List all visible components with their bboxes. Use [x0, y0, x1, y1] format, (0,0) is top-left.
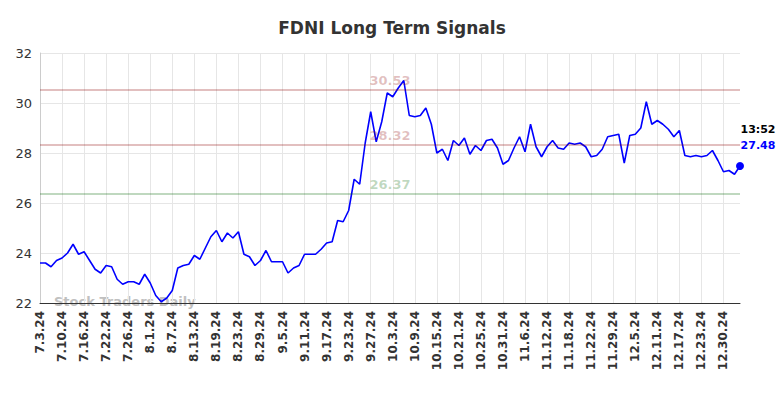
svg-text:28.32: 28.32	[369, 128, 410, 143]
svg-text:24: 24	[15, 246, 32, 261]
svg-text:10.9.24: 10.9.24	[408, 311, 422, 362]
svg-text:11.22.24: 11.22.24	[584, 311, 598, 370]
svg-text:10.3.24: 10.3.24	[386, 311, 400, 362]
svg-text:12.5.24: 12.5.24	[628, 311, 642, 362]
svg-text:10.15.24: 10.15.24	[430, 311, 444, 370]
svg-text:9.23.24: 9.23.24	[342, 311, 356, 362]
svg-text:7.22.24: 7.22.24	[99, 311, 113, 362]
svg-text:26.37: 26.37	[369, 177, 410, 192]
svg-text:9.11.24: 9.11.24	[298, 311, 312, 362]
svg-text:7.10.24: 7.10.24	[55, 311, 69, 362]
svg-text:7.26.24: 7.26.24	[121, 311, 135, 362]
svg-text:12.11.24: 12.11.24	[650, 311, 664, 370]
svg-text:11.12.24: 11.12.24	[540, 311, 554, 370]
svg-text:12.23.24: 12.23.24	[694, 311, 708, 370]
svg-text:11.6.24: 11.6.24	[518, 311, 532, 362]
svg-text:13:52: 13:52	[740, 123, 775, 136]
svg-text:10.21.24: 10.21.24	[452, 311, 466, 370]
svg-text:12.30.24: 12.30.24	[716, 311, 730, 370]
svg-text:8.7.24: 8.7.24	[165, 311, 179, 354]
svg-text:9.5.24: 9.5.24	[276, 311, 290, 354]
svg-text:8.23.24: 8.23.24	[231, 311, 245, 362]
svg-text:FDNI Long Term Signals: FDNI Long Term Signals	[278, 18, 506, 38]
svg-text:10.31.24: 10.31.24	[496, 311, 510, 370]
svg-text:7.16.24: 7.16.24	[77, 311, 91, 362]
svg-text:Stock Traders Daily: Stock Traders Daily	[54, 294, 196, 309]
svg-text:28: 28	[15, 146, 32, 161]
svg-text:27.48: 27.48	[741, 139, 776, 152]
svg-text:9.17.24: 9.17.24	[320, 311, 334, 362]
svg-text:8.29.24: 8.29.24	[253, 311, 267, 362]
svg-text:22: 22	[15, 296, 32, 311]
svg-text:32: 32	[15, 46, 32, 61]
svg-text:9.27.24: 9.27.24	[364, 311, 378, 362]
svg-text:10.25.24: 10.25.24	[474, 311, 488, 370]
svg-text:11.18.24: 11.18.24	[562, 311, 576, 370]
svg-text:8.19.24: 8.19.24	[209, 311, 223, 362]
svg-text:8.13.24: 8.13.24	[187, 311, 201, 362]
svg-text:8.1.24: 8.1.24	[143, 311, 157, 354]
svg-text:12.17.24: 12.17.24	[672, 311, 686, 370]
svg-text:11.29.24: 11.29.24	[606, 311, 620, 370]
svg-text:30.53: 30.53	[369, 73, 410, 88]
svg-text:26: 26	[15, 196, 32, 211]
svg-text:7.3.24: 7.3.24	[33, 311, 47, 354]
svg-text:30: 30	[15, 96, 32, 111]
